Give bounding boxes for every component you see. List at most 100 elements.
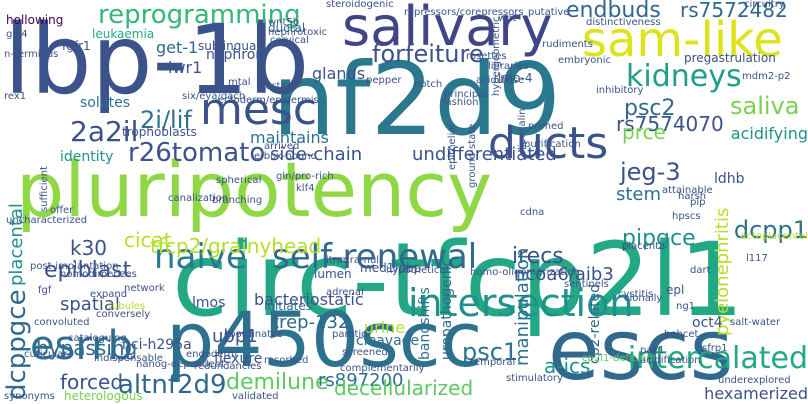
cloud-word: endbuds [566,0,661,23]
cloud-word: trophoblasts [122,125,197,139]
cloud-word: underexplored [718,375,791,386]
cloud-word: uncharacterized [6,215,88,226]
cloud-word: temporal [470,357,516,368]
cloud-word: fashion [442,97,479,108]
cloud-word: conversely [96,309,151,320]
cloud-word: tfcp2/grainyhead [150,234,322,258]
cloud-word: endoderm [186,349,238,360]
cloud-word: hexamerized [704,384,808,403]
cloud-word: k30 [70,236,108,260]
cloud-word: embryonic [558,55,612,66]
cloud-word: psc1 [462,338,519,366]
cloud-word: arrived [264,141,300,152]
cloud-word: bacteriostatic [254,290,364,309]
cloud-word: lumen [314,267,352,281]
cloud-word: demilune [226,370,329,395]
cloud-word: ducts [488,118,609,169]
cloud-word: validated [232,391,279,402]
cloud-word v: intercalated [627,341,808,376]
cloud-word: pepper [366,75,402,86]
cloud-word: sublingual [198,39,260,53]
cloud-word: sam-like [582,12,783,68]
cloud-word: hypergeometric [491,16,502,96]
cloud-word: psc2 [624,96,676,121]
cloud-word: solutes [80,95,131,111]
cloud-word: cervical [270,35,309,46]
cloud-word: ubp1 [212,326,258,347]
cloud-word: acid-base [476,75,525,86]
cloud-word: hollowing [6,13,64,27]
cloud-word: expand [90,289,128,300]
cloud-word: spatial [60,294,120,315]
cloud-word: pregastrulation [684,51,776,65]
cloud-word: altnf2d9 [118,370,227,400]
cloud-word: rs897200 [318,370,404,391]
cloud-word: decellularized [334,376,474,400]
cloud-word: rex1 [4,91,27,102]
cloud-word: repressors/corepressors [404,7,524,18]
cloud-word: irecs [512,244,564,269]
cloud-word: nephron [206,47,265,63]
cloud-word: get-1 [156,38,199,57]
cloud-word: epithelial [447,123,458,170]
cloud-word: primed [528,121,564,132]
cloud-word: side-chain [270,144,363,165]
cloud-word: epl [666,283,685,297]
cloud-word: ectoderm/epidermis [218,95,319,106]
cloud-word: cp2-related [587,283,603,364]
cloud-word: synonyms [4,391,55,402]
cloud-word: glands [312,64,366,83]
cloud-word: reprogramming [98,0,301,30]
cloud-word: nephrotoxic [268,27,328,38]
cloud-word: ldhb [714,171,745,187]
cloud-word: acidification [640,355,701,366]
cloud-word: ncoa6/aib3 [514,264,614,285]
cloud-word: rudiments [542,39,593,50]
cloud-word: behcet [664,329,699,340]
cloud-word: gal4 [6,29,28,40]
cloud-word: epiblast [44,258,132,283]
cloud-word: canalization [168,193,229,204]
cloud-word: notch [414,79,443,90]
cloud-word: offer [50,205,74,216]
cloud-word: oct4 [692,315,723,331]
cloud-word: principal [444,89,488,100]
cloud-word: gln/pro-rich [276,171,334,182]
cloud-word: intersection [408,281,634,325]
cloud-word: escs [548,301,734,399]
cloud-word: rxra-null [340,255,382,266]
cloud-word: homodimerizes [60,269,137,280]
cloud-word: harsh [678,191,707,202]
cloud-word: hpscs [672,211,701,222]
cloud-word: iwr1 [168,58,203,77]
cloud-word: cuticular [24,349,68,360]
cloud-word: placenta [622,241,666,252]
cloud-word: lmo-4 [498,71,533,85]
cloud-word: sentinels [564,279,609,290]
cloud-word: a-ics [544,354,591,378]
cloud-word: r26tomato [128,138,266,168]
cloud-word: cystitis [618,289,654,300]
cloud-word: stem [616,184,662,205]
cloud-word: undifferentiated [412,144,557,165]
cloud-word: steroidogenic [326,0,394,10]
cloud-word: mdm2-p2 [742,71,791,82]
cloud-word: pluripotency [16,145,493,234]
cloud-word: lbp-1b [4,4,310,116]
cloud-word: heterologous [64,389,143,403]
cloud-word: cp2l1-deficient [582,353,657,364]
cloud-word: jeg-3 [620,158,681,186]
cloud-word: homo-oligomerization [470,267,580,278]
cloud-word: n-terminus [4,49,59,60]
cloud-word: inhibitory [596,85,644,96]
cloud-word: dcpp1 [733,216,808,244]
cloud-word: salt-water [730,317,781,328]
cloud-word: nci-h295a [122,337,192,353]
cloud-word: manipulation [512,247,533,366]
cloud-word: flexure [214,351,263,367]
cloud-word: attainable [662,185,713,196]
cloud-word: pip [690,197,706,208]
cloud-word: parotid [332,329,368,340]
cloud-word: rosettes [466,51,507,62]
cloud-word: screened [342,347,388,358]
